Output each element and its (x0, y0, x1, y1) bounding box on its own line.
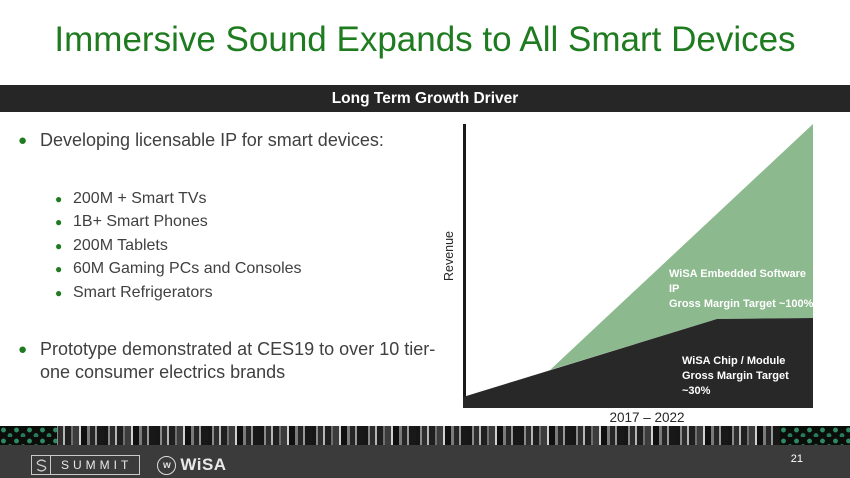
sub-bullet-text: 200M Tablets (73, 236, 168, 254)
bullet-icon: ● (18, 132, 28, 149)
wisa-logo: w WiSA (157, 455, 226, 475)
bullet-icon: ● (55, 238, 63, 253)
sub-bullet-text: 1B+ Smart Phones (73, 213, 208, 231)
bullet-icon: ● (18, 341, 28, 358)
x-axis-label: 2017 – 2022 (609, 410, 685, 425)
footer-logos: SUMMIT w WiSA (31, 455, 227, 475)
wisa-logo-text: WiSA (180, 455, 227, 474)
summit-logo-text: SUMMIT (51, 455, 141, 475)
bullet-main-1-text: Developing licensable IP for smart devic… (40, 130, 384, 150)
circuit-dots-right (780, 426, 850, 445)
sub-bullet-text: Smart Refrigerators (73, 283, 213, 301)
list-item: ● 200M + Smart TVs (55, 187, 302, 211)
sub-bullet-list: ● 200M + Smart TVs ● 1B+ Smart Phones ● … (55, 187, 302, 305)
section-banner: Long Term Growth Driver (0, 85, 850, 112)
revenue-chart: WiSA Embedded Software IP Gross Margin T… (463, 118, 815, 425)
slide-footer: SUMMIT w WiSA 21 (0, 426, 850, 478)
bullet-icon: ● (55, 262, 63, 277)
software-area-label-line2: Gross Margin Target ~100% (669, 298, 814, 310)
list-item: ● 1B+ Smart Phones (55, 211, 302, 235)
software-area-label: WiSA Embedded Software IP Gross Margin T… (669, 267, 815, 312)
software-area-label-line1: WiSA Embedded Software IP (669, 268, 807, 295)
software-area-shape (550, 124, 813, 370)
page-number: 21 (790, 453, 803, 465)
bullet-main-2-text: Prototype demonstrated at CES19 to over … (40, 339, 436, 382)
wisa-logo-icon: w (157, 455, 177, 475)
chip-area-label: WiSA Chip / Module Gross Margin Target ~… (682, 354, 815, 399)
list-item: ● Smart Refrigerators (55, 281, 302, 305)
bullet-main-2: ● Prototype demonstrated at CES19 to ove… (18, 338, 443, 384)
circuit-dots-left (0, 426, 57, 445)
list-item: ● 60M Gaming PCs and Consoles (55, 258, 302, 282)
bullet-icon: ● (55, 191, 63, 206)
chart-canvas (463, 124, 813, 408)
y-axis-line (463, 124, 466, 408)
summit-logo-icon (31, 455, 51, 475)
chip-area-label-line2: Gross Margin Target ~30% (682, 370, 789, 397)
bullet-main-1: ● Developing licensable IP for smart dev… (18, 129, 448, 152)
bullet-icon: ● (55, 285, 63, 300)
summit-logo: SUMMIT (31, 455, 141, 475)
sub-bullet-text: 60M Gaming PCs and Consoles (73, 260, 302, 278)
sub-bullet-text: 200M + Smart TVs (73, 189, 207, 207)
chip-area-shape (463, 318, 813, 408)
y-axis-label: Revenue (442, 230, 456, 282)
circuit-band (0, 426, 850, 445)
page-title: Immersive Sound Expands to All Smart Dev… (54, 20, 796, 59)
chip-area-label-line1: WiSA Chip / Module (682, 355, 786, 367)
list-item: ● 200M Tablets (55, 234, 302, 258)
bullet-icon: ● (55, 215, 63, 230)
